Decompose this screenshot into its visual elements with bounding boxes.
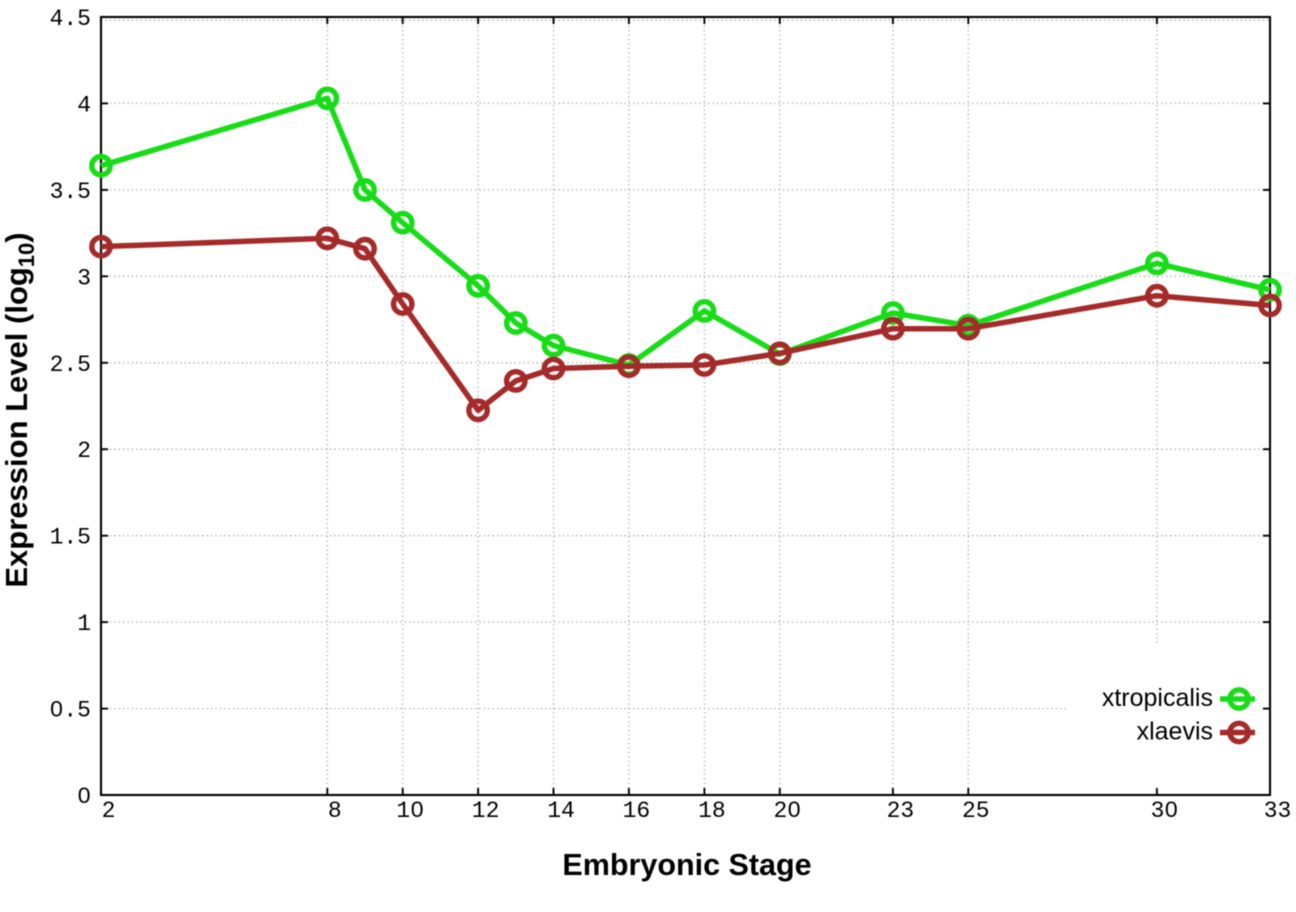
svg-text:23: 23 [887, 798, 915, 824]
svg-text:1: 1 [77, 611, 91, 637]
svg-text:4: 4 [77, 92, 91, 118]
svg-text:xtropicalis: xtropicalis [1102, 684, 1213, 712]
svg-text:30: 30 [1151, 798, 1179, 824]
svg-text:33: 33 [1264, 798, 1292, 824]
svg-text:12: 12 [472, 798, 500, 824]
svg-text:4.5: 4.5 [50, 6, 91, 32]
svg-text:2: 2 [77, 438, 91, 464]
svg-text:14: 14 [547, 798, 575, 824]
svg-text:25: 25 [962, 798, 990, 824]
svg-text:16: 16 [623, 798, 651, 824]
svg-text:1.5: 1.5 [50, 525, 91, 551]
svg-text:3.5: 3.5 [50, 179, 91, 205]
svg-text:2: 2 [102, 798, 116, 824]
svg-text:Embryonic Stage: Embryonic Stage [562, 848, 811, 882]
svg-text:8: 8 [328, 798, 342, 824]
svg-text:xlaevis: xlaevis [1137, 718, 1213, 746]
svg-text:10: 10 [396, 798, 424, 824]
svg-text:Expression Level (log10): Expression Level (log10) [0, 232, 39, 587]
svg-text:2.5: 2.5 [50, 352, 91, 378]
svg-text:3: 3 [77, 265, 91, 291]
svg-text:20: 20 [773, 798, 801, 824]
svg-text:18: 18 [698, 798, 726, 824]
